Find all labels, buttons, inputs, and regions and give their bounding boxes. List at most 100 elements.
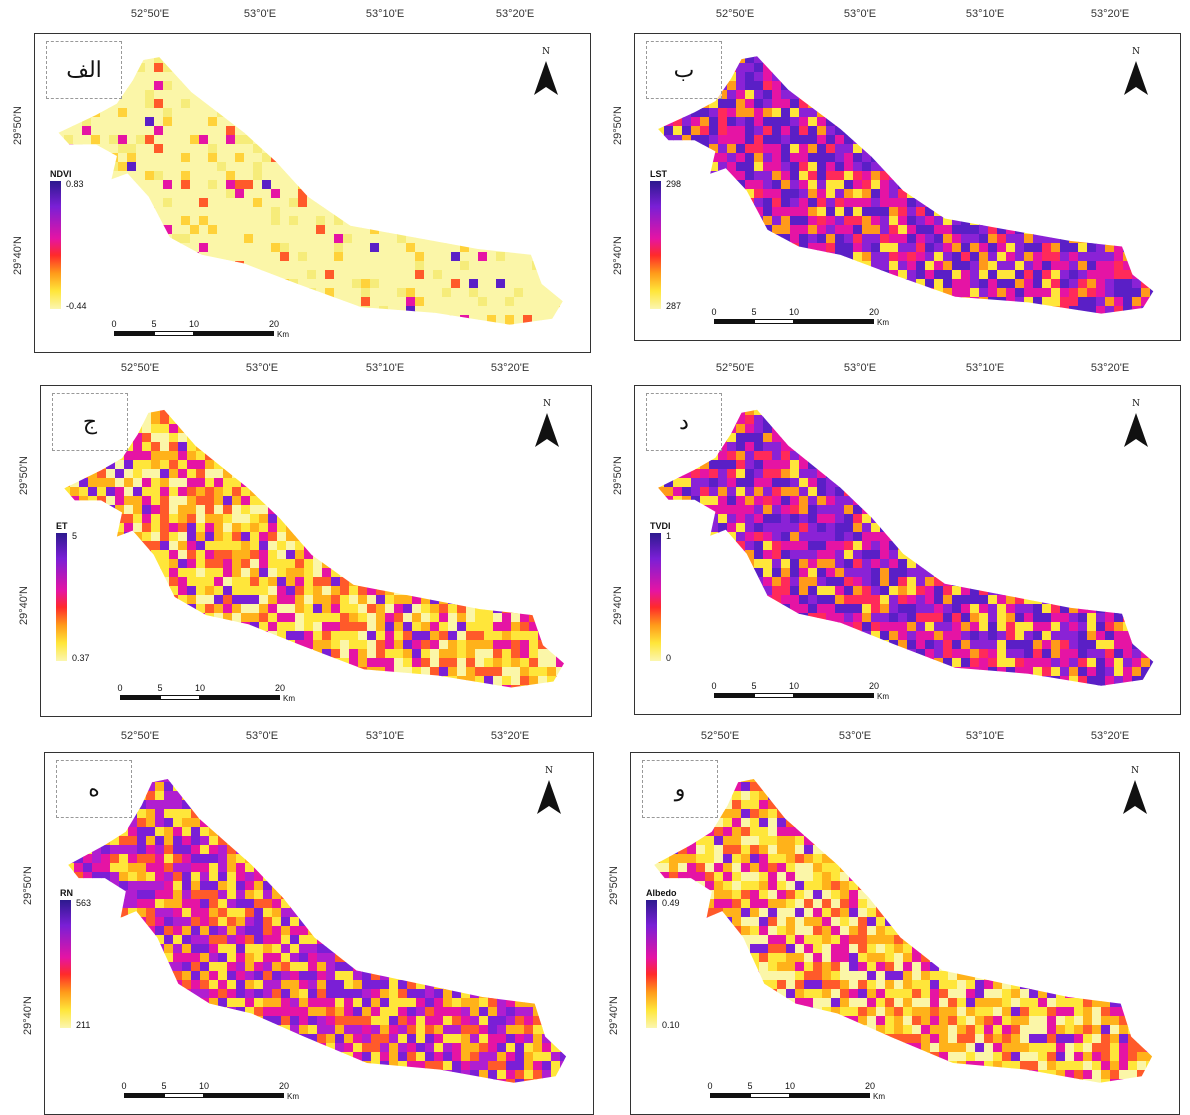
legend-min-value: 211 xyxy=(76,1020,91,1030)
north-label: N xyxy=(545,766,553,776)
longitude-tick-label: 53°10'E xyxy=(365,730,405,742)
legend-title: Albedo xyxy=(646,888,677,898)
scale-segment xyxy=(160,695,200,700)
latitude-tick-label: 29°50'N xyxy=(18,456,30,495)
latitude-tick-label: 29°50'N xyxy=(608,866,620,905)
scale-segment xyxy=(714,693,754,698)
latitude-tick-label: 29°40'N xyxy=(612,586,624,625)
scale-tick-label: 10 xyxy=(788,681,800,691)
scale-tick-label: 0 xyxy=(711,307,717,317)
longitude-tick-label: 52°50'E xyxy=(715,362,755,374)
latitude-tick-label: 29°40'N xyxy=(22,996,34,1035)
scale-tick-label: 0 xyxy=(707,1081,713,1091)
latitude-tick-label: 29°40'N xyxy=(12,236,24,275)
legend-color-ramp xyxy=(60,900,71,1028)
scale-tick-label: 10 xyxy=(188,319,200,329)
longitude-tick-label: 53°10'E xyxy=(365,8,405,20)
scale-bar: 0 5 10 20 Km xyxy=(117,683,310,707)
longitude-tick-label: 53°10'E xyxy=(965,362,1005,374)
scale-segment xyxy=(754,693,794,698)
legend-color-ramp xyxy=(650,181,661,309)
longitude-tick-label: 52°50'E xyxy=(130,8,170,20)
scale-segment xyxy=(794,693,874,698)
legend-min-value: 0.10 xyxy=(662,1020,680,1030)
map-panel-frame xyxy=(634,385,1181,715)
legend-min-value: 287 xyxy=(666,301,682,311)
scale-tick-label: 20 xyxy=(278,1081,290,1091)
latitude-tick-label: 29°50'N xyxy=(612,106,624,145)
scale-segment xyxy=(794,319,874,324)
map-panel-frame xyxy=(34,33,591,353)
north-arrow-icon: N xyxy=(1121,399,1151,449)
latitude-tick-label: 29°40'N xyxy=(612,236,624,275)
scale-tick-label: 5 xyxy=(157,683,163,693)
legend-title: LST xyxy=(650,169,667,179)
scale-segment xyxy=(164,1093,204,1098)
scale-segment xyxy=(114,331,154,336)
longitude-tick-label: 53°10'E xyxy=(365,362,405,374)
scale-segment xyxy=(200,695,280,700)
longitude-tick-label: 53°20'E xyxy=(1090,362,1130,374)
scale-segment xyxy=(790,1093,870,1098)
north-arrow-icon: N xyxy=(1121,47,1151,97)
legend-max-value: 5 xyxy=(72,531,78,541)
map-panel-frame xyxy=(630,752,1180,1115)
legend-title: ET xyxy=(56,521,68,531)
scale-tick-label: 10 xyxy=(788,307,800,317)
panel-label: الف xyxy=(46,41,122,99)
study-area-raster xyxy=(654,779,1153,1083)
longitude-tick-label: 53°20'E xyxy=(1090,8,1130,20)
scale-bar: 0 5 10 20 Km xyxy=(711,307,904,331)
scale-tick-label: 5 xyxy=(151,319,157,329)
scale-tick-label: 5 xyxy=(751,307,757,317)
legend-max-value: 0.49 xyxy=(662,898,680,908)
scale-segment xyxy=(710,1093,750,1098)
legend-title: RN xyxy=(60,888,73,898)
legend-color-ramp xyxy=(646,900,657,1028)
scale-tick-label: 5 xyxy=(747,1081,753,1091)
scale-segment xyxy=(754,319,794,324)
scale-tick-label: 20 xyxy=(868,307,880,317)
north-label: N xyxy=(1132,47,1140,57)
scale-tick-label: 0 xyxy=(711,681,717,691)
scale-bar: 0 5 10 20 Km xyxy=(711,681,904,705)
legend-max-value: 0.83 xyxy=(66,179,84,189)
scale-tick-label: 20 xyxy=(868,681,880,691)
scale-tick-label: 20 xyxy=(864,1081,876,1091)
scale-tick-label: 10 xyxy=(198,1081,210,1091)
longitude-tick-label: 53°20'E xyxy=(490,730,530,742)
scale-bar: 0 5 10 20 Km xyxy=(707,1081,900,1105)
scale-segment xyxy=(120,695,160,700)
north-arrow-icon: N xyxy=(534,766,564,816)
study-area-raster xyxy=(658,409,1154,686)
scale-tick-label: 0 xyxy=(111,319,117,329)
latitude-tick-label: 29°40'N xyxy=(18,586,30,625)
north-arrow-icon: N xyxy=(532,399,562,449)
scale-tick-label: 10 xyxy=(194,683,206,693)
longitude-tick-label: 52°50'E xyxy=(700,730,740,742)
color-legend: Albedo 0.49 0.10 xyxy=(646,888,706,1038)
scale-bar: 0 5 10 20 Km xyxy=(121,1081,314,1105)
legend-max-value: 298 xyxy=(666,179,682,189)
scale-unit: Km xyxy=(877,318,889,327)
scale-unit: Km xyxy=(277,330,289,339)
panel-label: د xyxy=(646,393,722,451)
scale-bar: 0 5 10 20 Km xyxy=(111,319,304,343)
color-legend: LST 298 287 xyxy=(650,169,710,319)
scale-segment xyxy=(154,331,194,336)
longitude-tick-label: 53°0'E xyxy=(245,362,279,374)
legend-min-value: 0.37 xyxy=(72,653,90,663)
longitude-tick-label: 53°20'E xyxy=(490,362,530,374)
legend-title: TVDI xyxy=(650,521,671,531)
longitude-tick-label: 52°50'E xyxy=(120,362,160,374)
north-label: N xyxy=(1132,399,1140,409)
scale-tick-label: 20 xyxy=(274,683,286,693)
scale-tick-label: 20 xyxy=(268,319,280,329)
north-label: N xyxy=(543,399,551,409)
scale-segment xyxy=(124,1093,164,1098)
legend-color-ramp xyxy=(650,533,661,661)
latitude-tick-label: 29°40'N xyxy=(608,996,620,1035)
north-label: N xyxy=(542,47,550,57)
legend-title: NDVI xyxy=(50,169,72,179)
longitude-tick-label: 53°10'E xyxy=(965,8,1005,20)
